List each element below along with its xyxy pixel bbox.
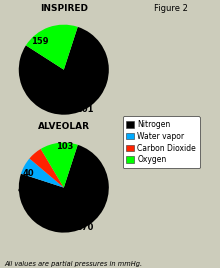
Text: All values are partial pressures in mmHg.: All values are partial pressures in mmHg… (4, 260, 143, 267)
Wedge shape (41, 143, 78, 188)
Text: 40: 40 (22, 169, 34, 178)
Wedge shape (29, 149, 64, 188)
Text: 47: 47 (18, 185, 29, 194)
Title: ALVEOLAR: ALVEOLAR (38, 122, 90, 131)
Wedge shape (26, 25, 78, 70)
Wedge shape (19, 27, 109, 115)
Wedge shape (19, 145, 109, 233)
Text: 159: 159 (31, 37, 49, 46)
Text: 570: 570 (76, 223, 94, 232)
Text: 601: 601 (76, 105, 94, 114)
Text: Figure 2: Figure 2 (154, 4, 188, 13)
Text: 103: 103 (56, 142, 73, 151)
Wedge shape (21, 158, 64, 188)
Legend: Nitrogen, Water vapor, Carbon Dioxide, Oxygen: Nitrogen, Water vapor, Carbon Dioxide, O… (123, 116, 200, 168)
Title: INSPIRED: INSPIRED (40, 4, 88, 13)
